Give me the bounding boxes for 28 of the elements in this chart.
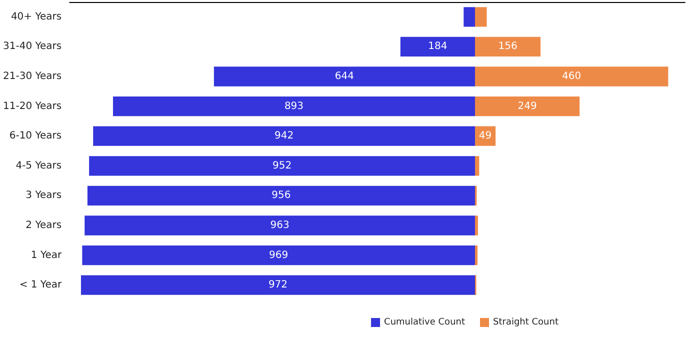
y-tick-label: 11-20 Years bbox=[2, 100, 62, 112]
bar bbox=[475, 96, 580, 116]
data-label: 249 bbox=[518, 100, 537, 112]
data-label: 969 bbox=[269, 250, 288, 261]
y-tick-label: 31-40 Years bbox=[2, 41, 62, 52]
data-label: 893 bbox=[284, 100, 304, 112]
y-tick-label: 40+ Years bbox=[10, 11, 62, 22]
bar bbox=[475, 156, 480, 176]
data-label: 942 bbox=[274, 130, 294, 142]
data-label: 644 bbox=[334, 71, 354, 82]
y-tick-label: 6-10 Years bbox=[9, 130, 62, 142]
data-label: 156 bbox=[498, 41, 518, 52]
y-tick-label: 21-30 Years bbox=[2, 71, 62, 82]
data-label: 972 bbox=[268, 280, 288, 291]
y-tick-label: 1 Year bbox=[30, 250, 62, 261]
legend-label: Cumulative Count bbox=[384, 318, 466, 328]
y-tick-label: < 1 Year bbox=[19, 280, 62, 291]
data-label: 184 bbox=[428, 41, 448, 52]
data-label: 49 bbox=[478, 130, 492, 142]
data-label: 963 bbox=[270, 220, 290, 231]
bar bbox=[80, 275, 475, 295]
data-label: 956 bbox=[272, 190, 291, 202]
legend-label: Straight Count bbox=[493, 318, 559, 328]
data-label: 460 bbox=[562, 71, 582, 82]
data-label: 952 bbox=[272, 160, 292, 172]
y-tick-label: 4-5 Years bbox=[16, 160, 62, 172]
y-tick-label: 2 Years bbox=[26, 220, 62, 231]
y-tick-label: 3 Years bbox=[26, 190, 62, 202]
